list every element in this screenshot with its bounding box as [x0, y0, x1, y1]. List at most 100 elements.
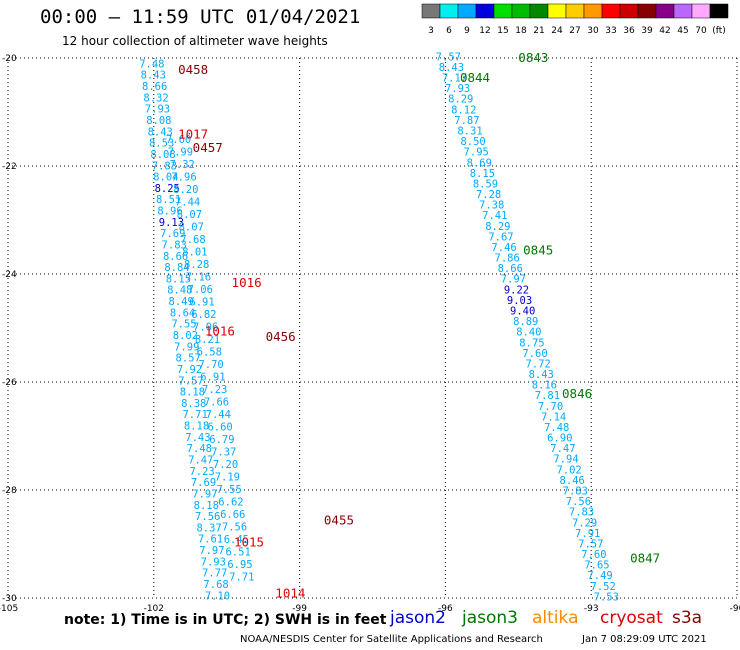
- wave-height-value: 6.66: [220, 509, 245, 521]
- pass-time-label: 0458: [178, 62, 208, 77]
- wave-height-value: 8.18: [184, 421, 209, 433]
- wave-height-value: 8.21: [195, 334, 220, 346]
- y-tick-label: -30: [2, 594, 17, 604]
- wave-height-value: 7.99: [168, 146, 193, 158]
- wave-height-value: 7.06: [188, 284, 213, 296]
- wave-height-value: 8.01: [182, 246, 207, 258]
- wave-height-value: 8.49: [169, 296, 194, 308]
- wave-height-value: 7.71: [229, 571, 254, 583]
- wave-height-value: 7.06: [193, 321, 218, 333]
- wave-height-value: 7.69: [160, 228, 185, 240]
- wave-height-value: 6.95: [227, 559, 252, 571]
- colorbar-tick-label: 24: [551, 26, 563, 36]
- wave-height-value: 9.13: [159, 217, 184, 229]
- wave-height-value: 7.81: [535, 390, 560, 402]
- pass-time-label: 0456: [266, 329, 296, 344]
- wave-height-value: 8.43: [141, 70, 166, 82]
- wave-height-value: 7.99: [174, 341, 199, 353]
- wave-height-value: 7.67: [488, 231, 513, 243]
- colorbar-swatch: [475, 3, 495, 19]
- wave-height-value: 8.64: [170, 307, 195, 319]
- wave-height-value: 7.97: [199, 545, 224, 557]
- colorbar-swatch: [511, 3, 531, 19]
- wave-height-value: 7.70: [538, 401, 563, 413]
- wave-height-value: 8.75: [519, 337, 544, 349]
- wave-height-value: 9.40: [510, 305, 535, 317]
- wave-height-value: 7.83: [563, 485, 588, 497]
- runtime-text: Jan 7 08:29:09 UTC 2021: [582, 634, 707, 645]
- wave-height-value: 7.93: [201, 556, 226, 568]
- colorbar-tick-label: 18: [515, 26, 527, 36]
- satellite-legend-altika: altika: [532, 608, 579, 628]
- wave-height-value: 7.37: [211, 446, 236, 458]
- wave-height-value: 8.04: [153, 172, 178, 184]
- colorbar-tick-label: 42: [659, 26, 670, 36]
- wave-height-value: 7.93: [445, 83, 470, 95]
- satellite-legend-jason3: jason3: [462, 608, 518, 628]
- wave-height-value: 7.48: [544, 422, 569, 434]
- pass-time-label: 0844: [460, 70, 490, 85]
- y-tick-label: -28: [2, 486, 17, 496]
- wave-height-value: 8.18: [180, 387, 205, 399]
- credit-text: NOAA/NESDIS Center for Satellite Applica…: [240, 634, 543, 645]
- wave-height-value: 7.55: [216, 484, 241, 496]
- pass-time-label: 0455: [324, 513, 354, 528]
- wave-height-value: 7.97: [192, 488, 217, 500]
- wave-height-value: 8.89: [513, 316, 538, 328]
- colorbar-tick-label: 39: [641, 26, 653, 36]
- wave-height-value: 8.48: [167, 285, 192, 297]
- wave-height-value: 7.47: [188, 454, 213, 466]
- wave-height-value: 7.92: [177, 364, 202, 376]
- wave-height-value: 8.07: [179, 221, 204, 233]
- wave-height-value: 8.40: [516, 327, 541, 339]
- colorbar-swatch: [439, 3, 459, 19]
- wave-height-value: 8.46: [560, 475, 585, 487]
- colorbar-swatch: [547, 3, 567, 19]
- wave-height-value: 7.56: [222, 521, 247, 533]
- wave-height-value: 7.72: [525, 358, 550, 370]
- colorbar-swatch: [421, 3, 441, 19]
- pass-time-label: 1017: [178, 127, 208, 142]
- wave-height-value: 8.66: [142, 81, 167, 93]
- x-tick-label: -99: [292, 604, 307, 614]
- wave-height-value: 8.02: [173, 330, 198, 342]
- colorbar-swatch: [709, 3, 729, 19]
- wave-height-value: 8.57: [176, 353, 201, 365]
- wave-height-value: 7.49: [587, 570, 612, 582]
- wave-height-value: 6.91: [200, 371, 225, 383]
- wave-height-value: 7.57: [178, 375, 203, 387]
- colorbar-swatch: [619, 3, 639, 19]
- wave-height-value: 7.02: [556, 464, 581, 476]
- wave-height-value: 8.08: [146, 115, 171, 127]
- y-tick-label: -22: [2, 162, 17, 172]
- wave-height-value: 8.69: [467, 157, 492, 169]
- wave-height-value: 7.32: [170, 159, 195, 171]
- footer-note: note: 1) Time is in UTC; 2) SWH is in fe…: [64, 612, 387, 628]
- pass-time-label: 1015: [234, 534, 264, 549]
- wave-height-value: 7.16: [186, 271, 211, 283]
- chart-subtitle: 12 hour collection of altimeter wave hei…: [62, 34, 328, 48]
- pass-time-label: 1014: [275, 586, 305, 601]
- wave-height-value: 7.77: [202, 568, 227, 580]
- wave-height-value: 7.20: [213, 459, 238, 471]
- wave-height-value: 8.29: [448, 94, 473, 106]
- colorbar-swatch: [691, 3, 711, 19]
- wave-height-value: 7.68: [203, 579, 228, 591]
- wave-height-value: 7.48: [187, 443, 212, 455]
- wave-height-value: 8.15: [166, 273, 191, 285]
- wave-height-value: 7.83: [152, 160, 177, 172]
- wave-height-value: 8.43: [439, 62, 464, 74]
- wave-height-value: 7.56: [566, 496, 591, 508]
- wave-height-value: 7.55: [171, 319, 196, 331]
- wave-height-value: 8.29: [485, 221, 510, 233]
- colorbar-swatch: [583, 3, 603, 19]
- wave-height-value: 8.08: [150, 149, 175, 161]
- pass-time-label: 0846: [562, 386, 592, 401]
- wave-height-value: 6.79: [209, 434, 234, 446]
- colorbar-tick-label: 15: [497, 26, 508, 36]
- wave-height-value: 7.41: [482, 210, 507, 222]
- wave-height-value: 8.66: [163, 251, 188, 263]
- wave-height-value: 7.91: [575, 528, 600, 540]
- wave-height-value: 8.96: [157, 206, 182, 218]
